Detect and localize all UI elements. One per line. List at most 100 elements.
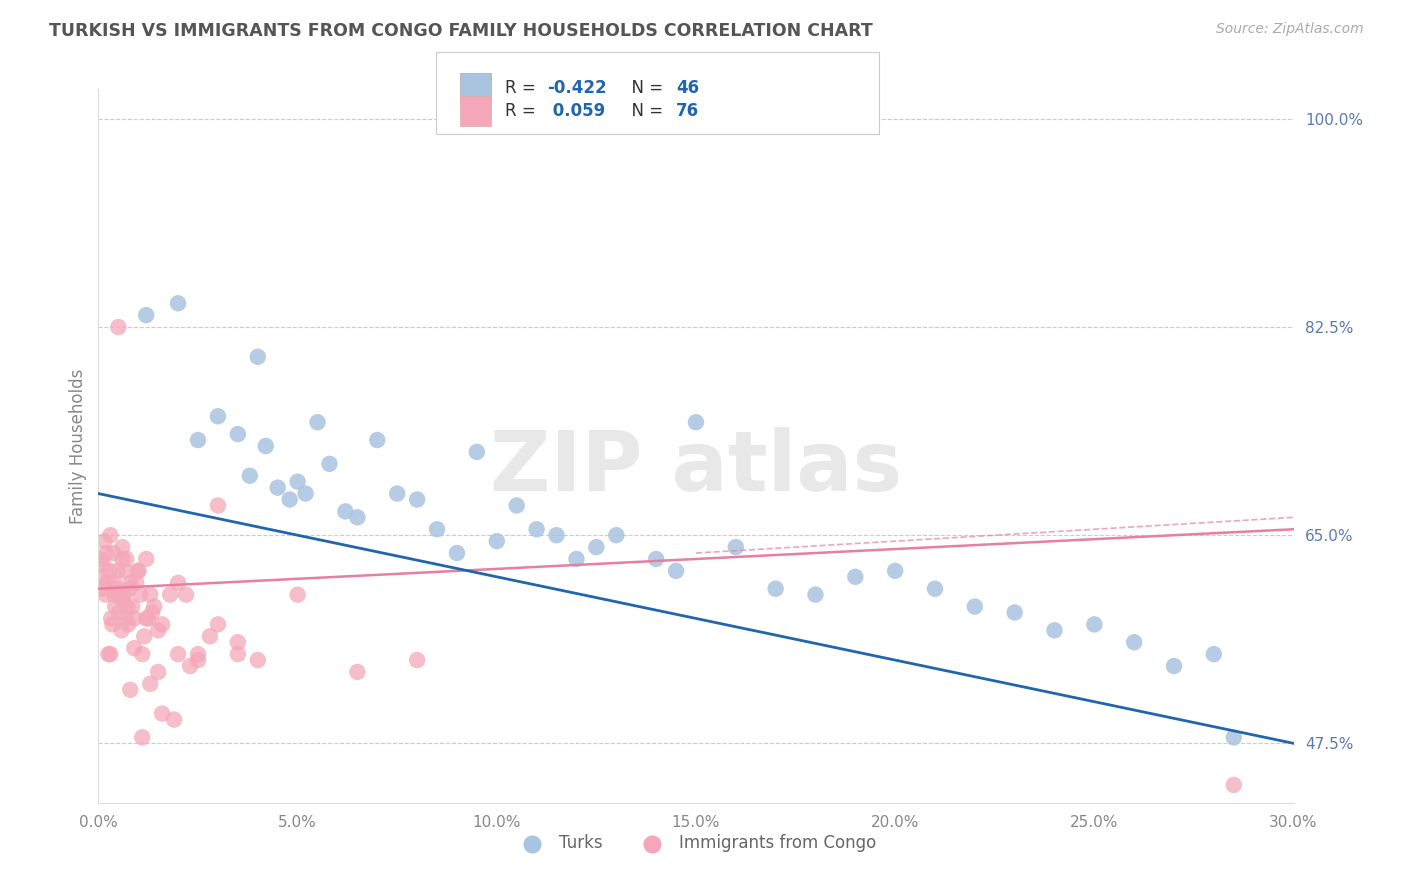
Point xyxy=(465,445,488,459)
Point xyxy=(150,617,173,632)
Point xyxy=(167,647,190,661)
Point xyxy=(294,486,316,500)
Point xyxy=(366,433,388,447)
Point xyxy=(89,552,111,566)
Text: N =: N = xyxy=(621,102,669,120)
Point xyxy=(226,635,249,649)
Point xyxy=(117,617,139,632)
Text: TURKISH VS IMMIGRANTS FROM CONGO FAMILY HOUSEHOLDS CORRELATION CHART: TURKISH VS IMMIGRANTS FROM CONGO FAMILY … xyxy=(49,22,873,40)
Point xyxy=(804,588,827,602)
Point xyxy=(844,570,866,584)
Point xyxy=(1004,606,1026,620)
Point xyxy=(107,588,129,602)
Point xyxy=(187,653,209,667)
Point xyxy=(884,564,907,578)
Point xyxy=(97,647,120,661)
Point xyxy=(115,552,138,566)
Point xyxy=(131,731,153,745)
Point xyxy=(94,588,117,602)
Point xyxy=(120,575,142,590)
Text: ZIP atlas: ZIP atlas xyxy=(489,427,903,508)
Point xyxy=(287,475,309,489)
Point xyxy=(150,706,173,721)
Point xyxy=(98,647,122,661)
Point xyxy=(665,564,688,578)
Point xyxy=(135,308,157,322)
Point xyxy=(1223,731,1246,745)
Point xyxy=(1123,635,1146,649)
Point xyxy=(139,677,162,691)
Point xyxy=(91,582,114,596)
Point xyxy=(526,522,548,536)
Point xyxy=(335,504,357,518)
Text: R =: R = xyxy=(505,102,541,120)
Point xyxy=(110,624,132,638)
Point xyxy=(96,575,118,590)
Point xyxy=(136,611,159,625)
Point xyxy=(207,617,229,632)
Point xyxy=(101,617,124,632)
Point xyxy=(645,552,668,566)
Text: 46: 46 xyxy=(676,78,699,96)
Point xyxy=(98,528,122,542)
Point xyxy=(90,570,112,584)
Point xyxy=(125,575,148,590)
Point xyxy=(100,611,122,625)
Point xyxy=(246,653,269,667)
Point xyxy=(111,552,134,566)
Point xyxy=(207,409,229,424)
Point xyxy=(1163,659,1185,673)
Point xyxy=(129,588,152,602)
Point xyxy=(115,599,138,614)
Point xyxy=(174,588,197,602)
Point xyxy=(446,546,468,560)
Text: 0.059: 0.059 xyxy=(547,102,605,120)
Point xyxy=(246,350,269,364)
Point xyxy=(124,641,146,656)
Point xyxy=(159,588,181,602)
Point xyxy=(127,564,149,578)
Point xyxy=(112,588,135,602)
Point xyxy=(114,564,136,578)
Point xyxy=(121,599,143,614)
Point xyxy=(148,665,170,679)
Point xyxy=(124,611,146,625)
Point xyxy=(198,629,221,643)
Point xyxy=(135,552,157,566)
Point xyxy=(406,492,429,507)
Point xyxy=(485,534,508,549)
Point xyxy=(104,599,127,614)
Point xyxy=(226,647,249,661)
Point xyxy=(546,528,568,542)
Point xyxy=(143,599,166,614)
Point xyxy=(226,427,249,442)
Point xyxy=(307,415,329,429)
Point xyxy=(139,588,162,602)
Point xyxy=(96,546,118,560)
Point xyxy=(135,611,157,625)
Point xyxy=(163,713,186,727)
Point xyxy=(287,588,309,602)
Point xyxy=(118,582,141,596)
Point xyxy=(134,629,156,643)
Point xyxy=(131,647,153,661)
Point xyxy=(111,540,134,554)
Point xyxy=(924,582,946,596)
Point xyxy=(148,624,170,638)
Point xyxy=(91,558,114,572)
Point xyxy=(103,575,125,590)
Point xyxy=(605,528,627,542)
Point xyxy=(98,564,121,578)
Point xyxy=(107,564,129,578)
Text: Source: ZipAtlas.com: Source: ZipAtlas.com xyxy=(1216,22,1364,37)
Point xyxy=(103,588,125,602)
Point xyxy=(115,611,138,625)
Point xyxy=(318,457,340,471)
Point xyxy=(765,582,787,596)
Point xyxy=(963,599,986,614)
Point xyxy=(103,546,125,560)
Point xyxy=(267,481,290,495)
Point xyxy=(1043,624,1066,638)
Text: N =: N = xyxy=(621,78,669,96)
Point xyxy=(346,510,368,524)
